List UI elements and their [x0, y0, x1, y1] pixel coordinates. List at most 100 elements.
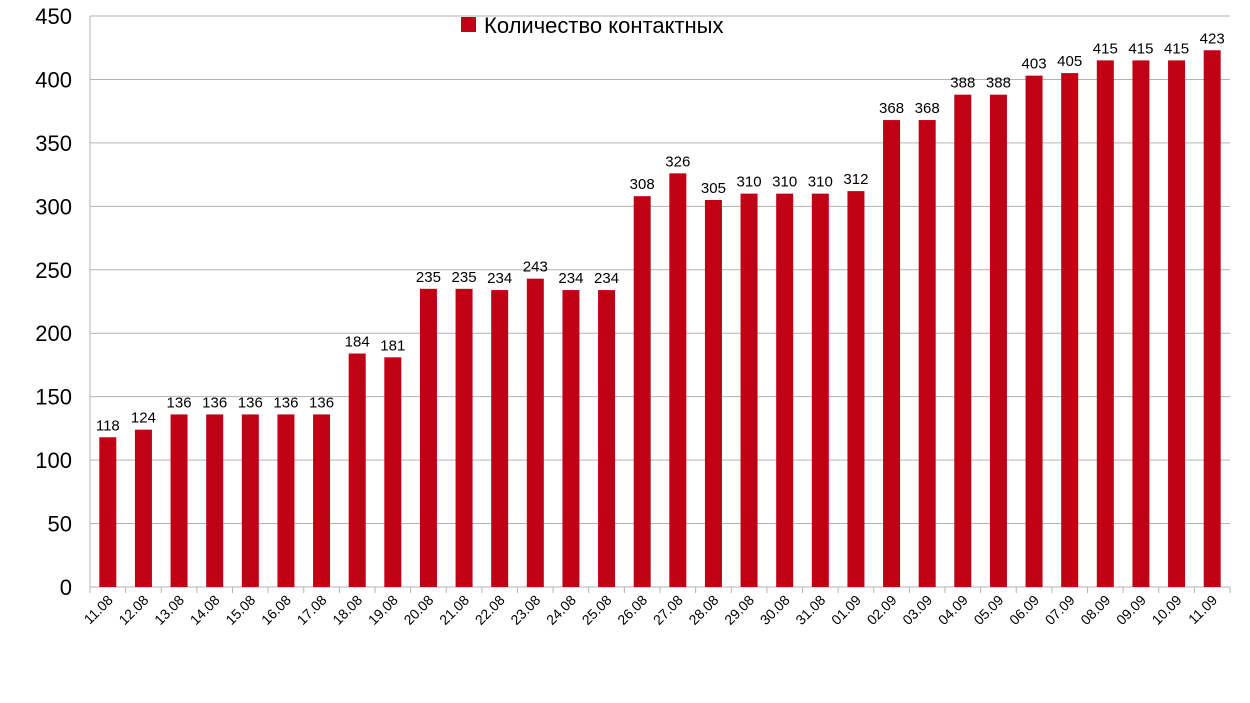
data-label: 405: [1057, 53, 1082, 70]
bar: [1096, 60, 1114, 587]
x-tick-label: 21.08: [436, 592, 472, 628]
data-label: 124: [131, 410, 156, 427]
x-tick-label: 19.08: [365, 592, 401, 628]
bar: [811, 193, 829, 587]
data-label: 388: [986, 75, 1011, 92]
data-label: 423: [1200, 30, 1225, 47]
y-tick-label: 450: [35, 4, 72, 29]
data-label: 235: [452, 269, 477, 286]
data-label: 234: [594, 270, 619, 287]
bar: [989, 94, 1007, 587]
bar: [669, 173, 687, 587]
data-label: 234: [558, 270, 583, 287]
bar: [455, 288, 473, 587]
data-label: 305: [701, 180, 726, 197]
x-tick-label: 02.09: [864, 592, 900, 628]
x-tick-label: 01.09: [828, 592, 864, 628]
bar: [633, 196, 651, 587]
data-label: 184: [345, 334, 370, 351]
bar: [99, 437, 117, 587]
x-tick-label: 13.08: [151, 592, 187, 628]
x-tick-label: 22.08: [472, 592, 508, 628]
x-tick-label: 27.08: [650, 592, 686, 628]
bar: [170, 414, 188, 587]
legend: Количество контактных: [461, 13, 724, 38]
data-label: 136: [202, 394, 227, 411]
y-tick-label: 100: [35, 448, 72, 473]
y-axis-ticks: 0 50 100 150 200 250 300 350 400 450: [35, 4, 72, 600]
x-tick-label: 11.09: [1185, 592, 1221, 628]
y-tick-label: 0: [60, 575, 72, 600]
x-tick-label: 07.09: [1042, 592, 1078, 628]
bar: [491, 290, 509, 587]
data-label: 388: [950, 75, 975, 92]
x-tick-label: 05.09: [970, 592, 1006, 628]
y-tick-label: 150: [35, 385, 72, 410]
data-label: 234: [487, 270, 512, 287]
bar: [562, 290, 580, 587]
data-label: 403: [1022, 56, 1047, 73]
data-label: 235: [416, 269, 441, 286]
x-tick-label: 31.08: [792, 592, 828, 628]
bars: [99, 50, 1221, 588]
bar: [776, 193, 794, 587]
data-label: 415: [1128, 40, 1153, 57]
x-tick-label: 03.09: [899, 592, 935, 628]
y-tick-label: 200: [35, 321, 72, 346]
bar: [384, 357, 402, 587]
data-label: 415: [1093, 40, 1118, 57]
data-labels: 118 124 136 136 136 136 136 184 181 235 235 234 243 2…: [96, 30, 1225, 434]
bar: [883, 120, 901, 587]
y-tick-label: 400: [35, 67, 72, 92]
data-label: 118: [96, 417, 120, 434]
bar: [847, 191, 865, 587]
x-tick-label: 25.08: [579, 592, 615, 628]
data-label: 136: [238, 394, 263, 411]
data-label: 326: [665, 153, 690, 170]
data-label: 368: [879, 100, 904, 117]
x-tick-label: 11.08: [81, 592, 117, 628]
data-label: 415: [1164, 40, 1189, 57]
x-tick-label: 28.08: [685, 592, 721, 628]
x-tick-label: 18.08: [329, 592, 365, 628]
bar: [918, 120, 936, 587]
x-tick-label: 08.09: [1077, 592, 1113, 628]
data-label: 136: [273, 394, 298, 411]
bar: [1203, 50, 1221, 587]
bar: [740, 193, 758, 587]
bar: [348, 353, 366, 587]
data-label: 136: [167, 394, 192, 411]
bar: [954, 94, 972, 587]
bar: [134, 429, 152, 587]
x-axis-ticks: 11.08 12.08 13.08 14.08 15.08 16.08 17.08 18.08…: [81, 592, 1221, 628]
y-tick-label: 300: [35, 194, 72, 219]
x-tick-label: 14.08: [187, 592, 223, 628]
x-tick-label: 12.08: [115, 592, 151, 628]
x-tick-label: 16.08: [258, 592, 294, 628]
bar: [313, 414, 331, 587]
data-label: 243: [523, 259, 548, 276]
data-label: 310: [737, 174, 762, 191]
legend-swatch: [461, 17, 476, 32]
y-tick-label: 50: [48, 512, 72, 537]
y-tick-label: 350: [35, 131, 72, 156]
gridlines: [89, 15, 1231, 593]
x-tick-label: 15.08: [222, 592, 258, 628]
bar: [526, 278, 544, 587]
bar: [419, 288, 437, 587]
x-tick-label: 04.09: [935, 592, 971, 628]
x-tick-label: 23.08: [507, 592, 543, 628]
x-tick-label: 10.09: [1149, 592, 1185, 628]
x-tick-label: 24.08: [543, 592, 579, 628]
bar: [206, 414, 224, 587]
data-label: 136: [309, 394, 334, 411]
x-tick-label: 26.08: [614, 592, 650, 628]
x-tick-label: 29.08: [721, 592, 757, 628]
bar: [1168, 60, 1186, 587]
bar: [704, 199, 722, 587]
legend-label: Количество контактных: [484, 13, 724, 38]
bar: [1132, 60, 1150, 587]
bar: [1061, 73, 1079, 588]
x-tick-label: 09.09: [1113, 592, 1149, 628]
